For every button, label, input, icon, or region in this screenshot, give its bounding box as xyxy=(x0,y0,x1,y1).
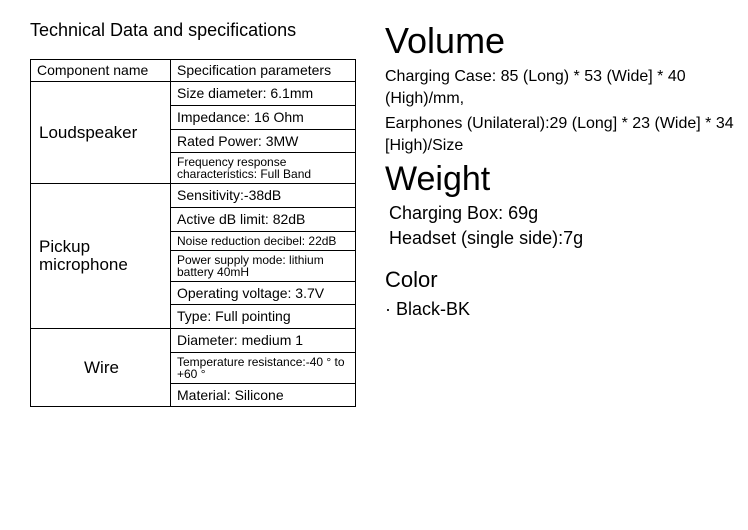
volume-earphones: Earphones (Unilateral):29 (Long] * 23 (W… xyxy=(385,113,748,156)
volume-heading: Volume xyxy=(385,20,748,62)
weight-heading: Weight xyxy=(385,160,748,199)
table-header-spec: Specification parameters xyxy=(171,60,356,82)
component-loudspeaker: Loudspeaker xyxy=(31,82,171,184)
spec-cell: Sensitivity:-38dB xyxy=(171,184,356,208)
weight-headset: Headset (single side):7g xyxy=(385,228,748,249)
spec-cell: Frequency response characteristics: Full… xyxy=(171,153,356,184)
volume-charging-case: Charging Case: 85 (Long) * 53 (Wide] * 4… xyxy=(385,66,748,109)
spec-cell: Operating voltage: 3.7V xyxy=(171,281,356,305)
spec-cell: Size diameter: 6.1mm xyxy=(171,82,356,106)
spec-cell: Power supply mode: lithium battery 40mH xyxy=(171,250,356,281)
weight-charging-box: Charging Box: 69g xyxy=(385,203,748,224)
spec-cell: Active dB limit: 82dB xyxy=(171,208,356,232)
spec-cell: Material: Silicone xyxy=(171,383,356,407)
table-header-component: Component name xyxy=(31,60,171,82)
spec-cell: Diameter: medium 1 xyxy=(171,329,356,353)
component-wire: Wire xyxy=(31,329,171,407)
color-item: · Black-BK xyxy=(385,299,748,320)
spec-cell: Temperature resistance:-40 ° to +60 ° xyxy=(171,352,356,383)
spec-cell: Impedance: 16 Ohm xyxy=(171,105,356,129)
spec-cell: Noise reduction decibel: 22dB xyxy=(171,231,356,250)
section-title: Technical Data and specifications xyxy=(30,20,370,41)
color-heading: Color xyxy=(385,267,748,293)
spec-cell: Type: Full pointing xyxy=(171,305,356,329)
spec-cell: Rated Power: 3MW xyxy=(171,129,356,153)
component-microphone: Pickup microphone xyxy=(31,184,171,329)
spec-table: Component name Specification parameters … xyxy=(30,59,356,407)
